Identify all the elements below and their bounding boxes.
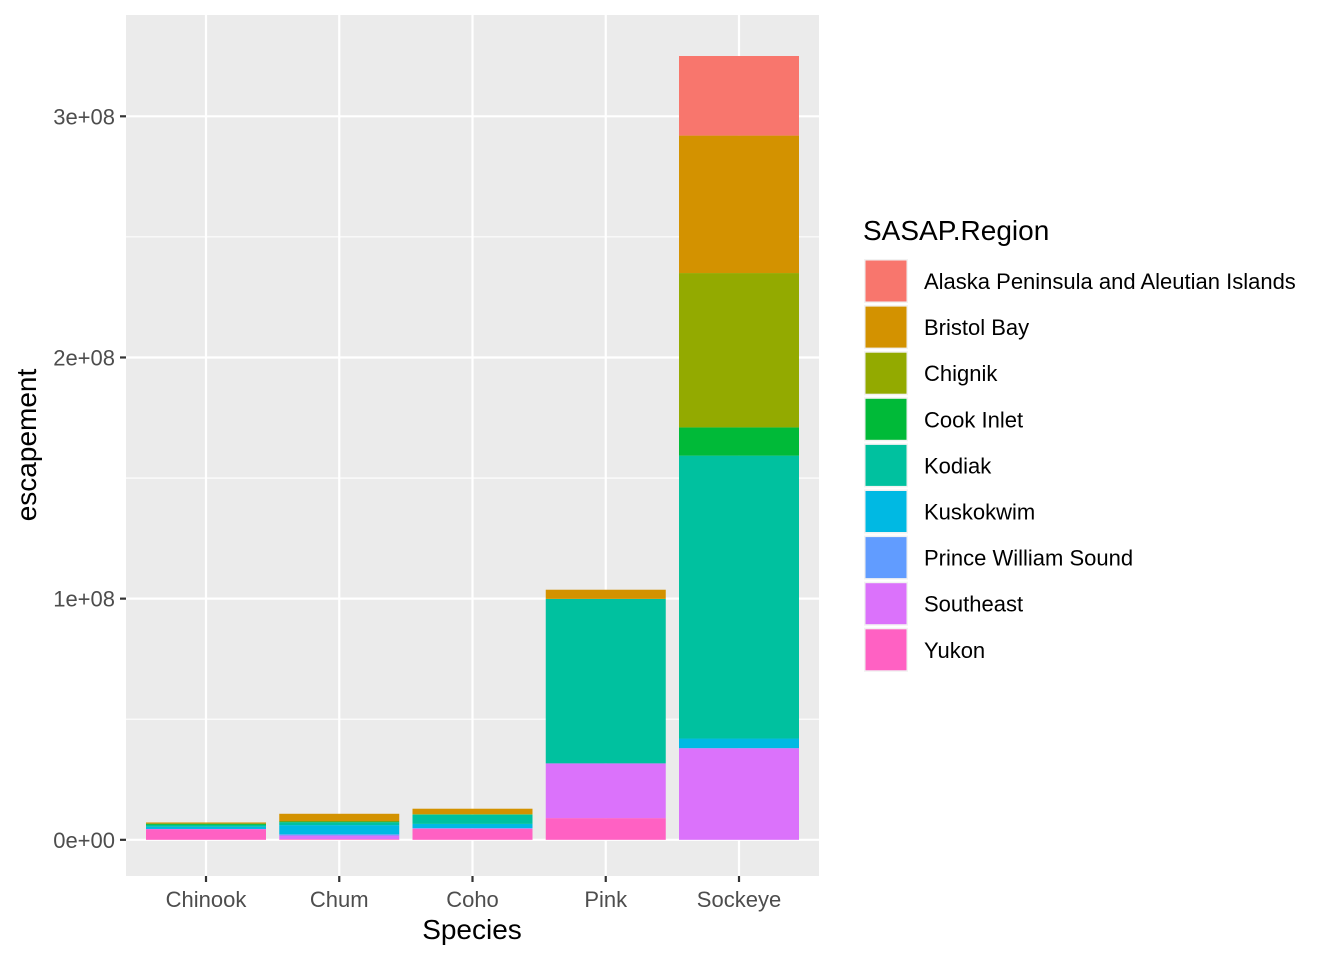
bar-segment-chum-cook-inlet	[279, 821, 400, 823]
bar-segment-chinook-bristol-bay	[146, 822, 266, 824]
legend-label: Chignik	[924, 361, 998, 386]
y-axis: 0e+00 1e+08 2e+08 3e+08	[53, 104, 126, 853]
bar-segment-chinook-cook-inlet	[146, 823, 266, 825]
legend-label: Kuskokwim	[924, 500, 1035, 525]
legend-label: Prince William Sound	[924, 546, 1133, 571]
legend-swatch	[865, 306, 907, 348]
bar-segment-coho-southeast	[412, 828, 533, 829]
bar-segment-sockeye-alaska-peninsula-and-aleutian-islands	[679, 56, 799, 136]
y-tick-label: 3e+08	[53, 104, 115, 129]
bar-segment-pink-bristol-bay	[545, 589, 666, 599]
x-tick-label: Chinook	[166, 887, 248, 912]
y-tick-label: 1e+08	[53, 587, 115, 612]
bar-segment-coho-yukon	[412, 828, 533, 840]
bar-segment-sockeye-kodiak	[679, 455, 799, 739]
x-tick-label: Sockeye	[697, 887, 781, 912]
legend-label: Kodiak	[924, 453, 992, 478]
legend-swatch	[865, 260, 907, 302]
legend-swatch	[865, 583, 907, 625]
bar-segment-chum-kodiak	[279, 822, 400, 826]
legend-label: Yukon	[924, 638, 985, 663]
bar-segment-chinook-kodiak	[146, 824, 266, 827]
bar-segment-chum-yukon	[279, 839, 400, 840]
bar-segment-coho-bristol-bay	[412, 808, 533, 815]
legend-swatch	[865, 352, 907, 394]
bar-segment-pink-southeast	[545, 763, 666, 819]
legend-label: Bristol Bay	[924, 315, 1029, 340]
bar-segment-chinook-kuskokwim	[146, 826, 266, 829]
x-axis: Chinook Chum Coho Pink Sockeye	[166, 876, 781, 912]
legend: SASAP.Region Alaska Peninsula and Aleuti…	[863, 215, 1296, 672]
legend-swatch	[865, 537, 907, 579]
bar-segment-sockeye-cook-inlet	[679, 427, 799, 456]
bar-segment-sockeye-bristol-bay	[679, 135, 799, 274]
bar-segment-chinook-yukon	[146, 829, 266, 840]
legend-swatch	[865, 444, 907, 486]
bar-segment-chum-bristol-bay	[279, 813, 400, 822]
legend-label: Southeast	[924, 592, 1023, 617]
bar-segment-coho-kuskokwim	[412, 823, 533, 829]
bar-segment-chum-prince-william-sound	[279, 834, 400, 836]
bar-segment-pink-kodiak	[545, 598, 666, 764]
legend-label: Cook Inlet	[924, 407, 1023, 432]
bar-segment-coho-kodiak	[412, 814, 533, 824]
y-tick-label: 0e+00	[53, 828, 115, 853]
legend-swatch	[865, 491, 907, 532]
y-tick-label: 2e+08	[53, 345, 115, 370]
legend-swatch	[865, 398, 907, 440]
bar-segment-sockeye-southeast	[679, 748, 799, 840]
legend-swatch	[865, 629, 907, 671]
bar-segment-sockeye-kuskokwim	[679, 738, 799, 749]
x-tick-label: Pink	[584, 887, 628, 912]
legend-title: SASAP.Region	[863, 215, 1049, 246]
legend-label: Alaska Peninsula and Aleutian Islands	[924, 269, 1296, 294]
bar-segment-chum-southeast	[279, 835, 400, 840]
x-axis-title: Species	[422, 914, 522, 945]
bar-segment-chum-kuskokwim	[279, 825, 400, 835]
bar-segment-pink-yukon	[545, 818, 666, 840]
bars	[146, 56, 799, 840]
bar-segment-sockeye-chignik	[679, 273, 799, 428]
x-tick-label: Coho	[446, 887, 499, 912]
y-axis-title: escapement	[11, 369, 42, 522]
x-tick-label: Chum	[310, 887, 369, 912]
